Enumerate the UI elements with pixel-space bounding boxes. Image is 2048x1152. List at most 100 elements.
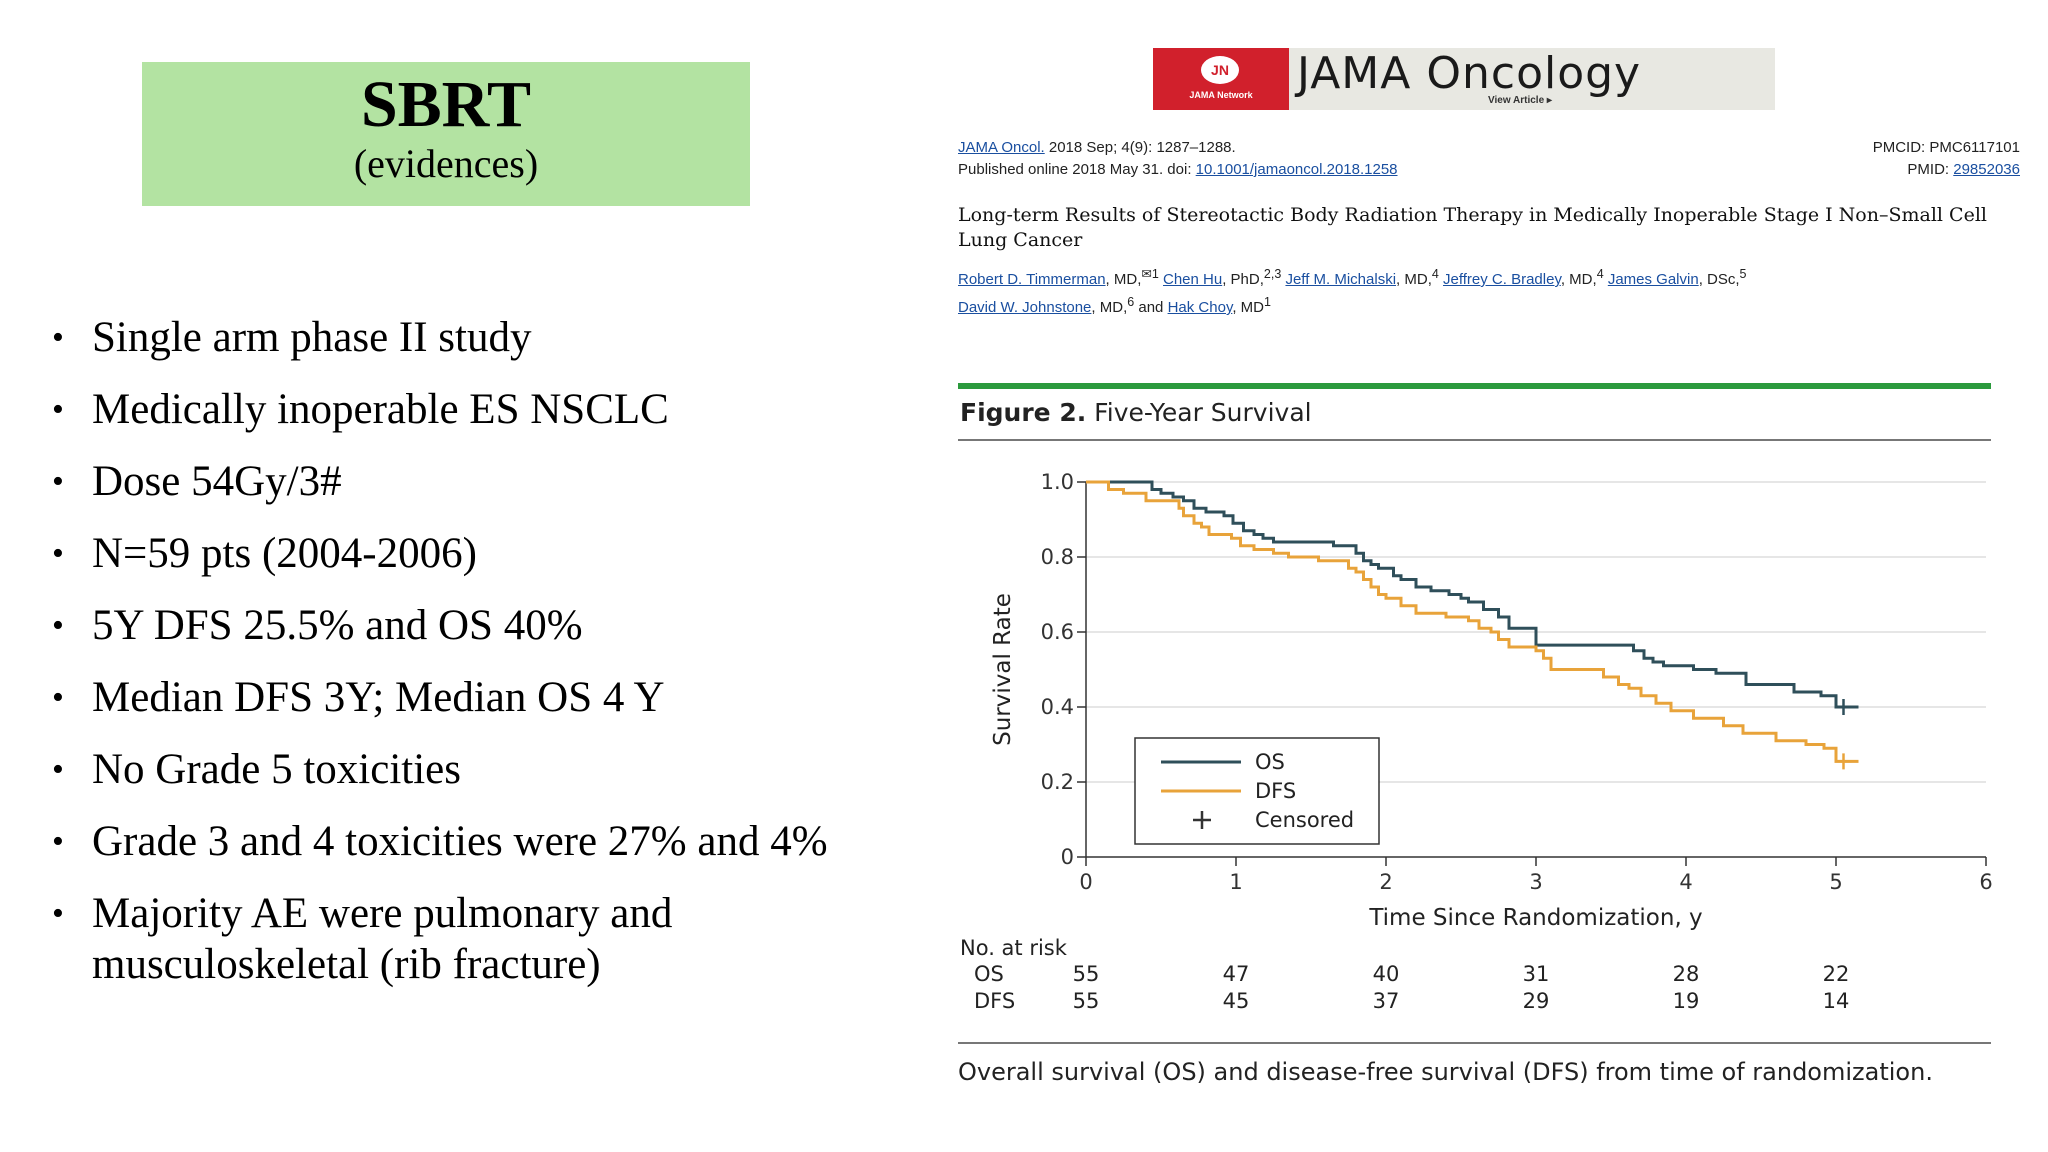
doi-link[interactable]: 10.1001/jamaoncol.2018.1258 [1195,161,1398,178]
bullet-text: No Grade 5 toxicities [92,746,461,793]
author-degree: , MD [1232,299,1264,316]
y-tick-label: 0.6 [1041,620,1074,644]
author-degree: , MD, [1396,271,1432,288]
bullet-text: 5Y DFS 25.5% and OS 40% [92,602,583,649]
figure-title-text: Five-Year Survival [1086,398,1312,427]
bullet-dot-icon: • [52,823,64,860]
bullet-dot-icon: • [52,391,64,428]
author-degree: , MD, [1091,299,1128,316]
author-link[interactable]: Robert D. Timmerman [958,271,1106,288]
x-tick-label: 6 [1979,870,1992,894]
bullet-dot-icon: • [52,679,64,716]
at-risk-value: 29 [1523,989,1550,1013]
bullet-item: • 5Y DFS 25.5% and OS 40% [52,600,932,651]
at-risk-title: No. at risk [960,936,1068,960]
x-tick-label: 1 [1229,870,1242,894]
chart-legend: OS DFS Censored [1134,737,1380,845]
published-line: Published online 2018 May 31. doi: 10.10… [958,161,1398,178]
bullet-text: Median DFS 3Y; Median OS 4 Y [92,674,665,721]
bullet-dot-icon: • [52,463,64,500]
published-prefix: Published online 2018 May 31. doi: [958,161,1196,178]
at-risk-value: 37 [1373,989,1400,1013]
at-risk-value: 28 [1673,962,1700,986]
at-risk-value: 22 [1823,962,1850,986]
figure-title: Figure 2. Five-Year Survival [960,398,1312,427]
author-degree: , MD, [1560,271,1597,288]
at-risk-value: 19 [1673,989,1700,1013]
series-line-os [1086,480,1859,709]
at-risk-value: 14 [1823,989,1850,1013]
legend-label: Censored [1255,808,1354,832]
author-affiliation: 6 [1127,295,1135,309]
author-link[interactable]: Jeffrey C. Bradley [1443,271,1561,288]
at-risk-value: 55 [1073,962,1100,986]
bullet-item: • Medically inoperable ES NSCLC [52,384,932,435]
bullet-text: Single arm phase II study [92,314,532,361]
figure-label: Figure 2. [960,398,1087,427]
author-degree: , PhD, [1222,271,1264,288]
author-affiliation: 5 [1739,267,1747,281]
bullet-text: Grade 3 and 4 toxicities were 27% and 4% [92,818,828,865]
bullet-text: Medically inoperable ES NSCLC [92,386,669,433]
bullet-item: • Grade 3 and 4 toxicities were 27% and 4… [52,816,932,867]
author-affiliation: 4 [1596,267,1604,281]
pmid-line: PMID: 29852036 [1907,161,2020,178]
x-tick-label: 3 [1529,870,1542,894]
bullet-item: • Median DFS 3Y; Median OS 4 Y [52,672,932,723]
slide-title-box: SBRT (evidences) [142,62,750,206]
author-affiliation: 1 [1264,295,1271,309]
y-tick-label: 0 [1061,845,1074,869]
series-line-dfs [1086,480,1859,763]
bullet-dot-icon: • [52,751,64,788]
legend-label: DFS [1255,779,1296,803]
journal-banner[interactable]: JN JAMA Network JAMA Oncology View Artic… [1153,48,1775,110]
bullet-item: • Dose 54Gy/3# [52,456,932,507]
author-degree: , MD, [1105,271,1142,288]
bullet-text: N=59 pts (2004-2006) [92,530,477,577]
chart-axes: 0 0.2 0.4 0.6 0.8 1.0 0 1 2 3 4 5 6 Time Since Random… [990,470,1993,931]
journal-abbrev-link[interactable]: JAMA Oncol. [958,139,1045,156]
y-tick-label: 0.4 [1041,695,1074,719]
bullet-text: Majority AE were pulmonary and musculosk… [92,890,673,988]
author-affiliation: 2,3 [1263,267,1282,281]
at-risk-row-label: DFS [974,989,1015,1013]
author-link[interactable]: Hak Choy [1167,299,1233,316]
citation-line: JAMA Oncol. 2018 Sep; 4(9): 1287–1288. [958,139,1236,156]
author-link[interactable]: Chen Hu [1163,271,1223,288]
bullet-item: • Single arm phase II study [52,312,932,363]
y-tick-label: 0.8 [1041,545,1074,569]
x-tick-label: 4 [1679,870,1692,894]
x-tick-label: 5 [1829,870,1842,894]
slide-title: SBRT [360,68,532,141]
author-link[interactable]: James Galvin [1607,271,1699,288]
chart-series [1086,480,1859,770]
journal-name: JAMA Oncology [1297,48,1642,99]
article-title: Long-term Results of Stereotactic Body R… [958,204,1987,251]
slide-subtitle: (evidences) [353,141,539,186]
bullet-dot-icon: • [52,607,64,644]
x-tick-label: 2 [1379,870,1392,894]
legend-label: OS [1255,750,1285,774]
author-list: Robert D. Timmerman, MD,✉1 Chen Hu, PhD,… [958,263,2038,319]
view-article-link[interactable]: View Article ▸ [1488,95,1552,106]
figure-bottom-rule [958,1042,1991,1044]
bullet-dot-icon: • [52,319,64,356]
bullet-item: • Majority AE were pulmonary and musculos… [52,888,792,990]
bullet-item: • No Grade 5 toxicities [52,744,932,795]
figure-top-rule [958,383,1991,389]
pmid-label: PMID: [1907,161,1954,178]
x-axis-label: Time Since Randomization, y [1368,905,1702,931]
y-axis-label: Survival Rate [990,593,1016,746]
pmid-link[interactable]: 29852036 [1953,161,2020,178]
pmcid: PMCID: PMC6117101 [1872,139,2020,156]
bullet-dot-icon: • [52,895,64,932]
jama-network-logo: JN JAMA Network [1153,48,1289,110]
at-risk-value: 47 [1223,962,1250,986]
author-link[interactable]: Jeff M. Michalski [1285,271,1397,288]
network-label: JAMA Network [1189,90,1253,100]
y-tick-label: 1.0 [1041,470,1074,494]
author-link[interactable]: David W. Johnstone [958,299,1092,316]
bullet-item: • N=59 pts (2004-2006) [52,528,932,579]
